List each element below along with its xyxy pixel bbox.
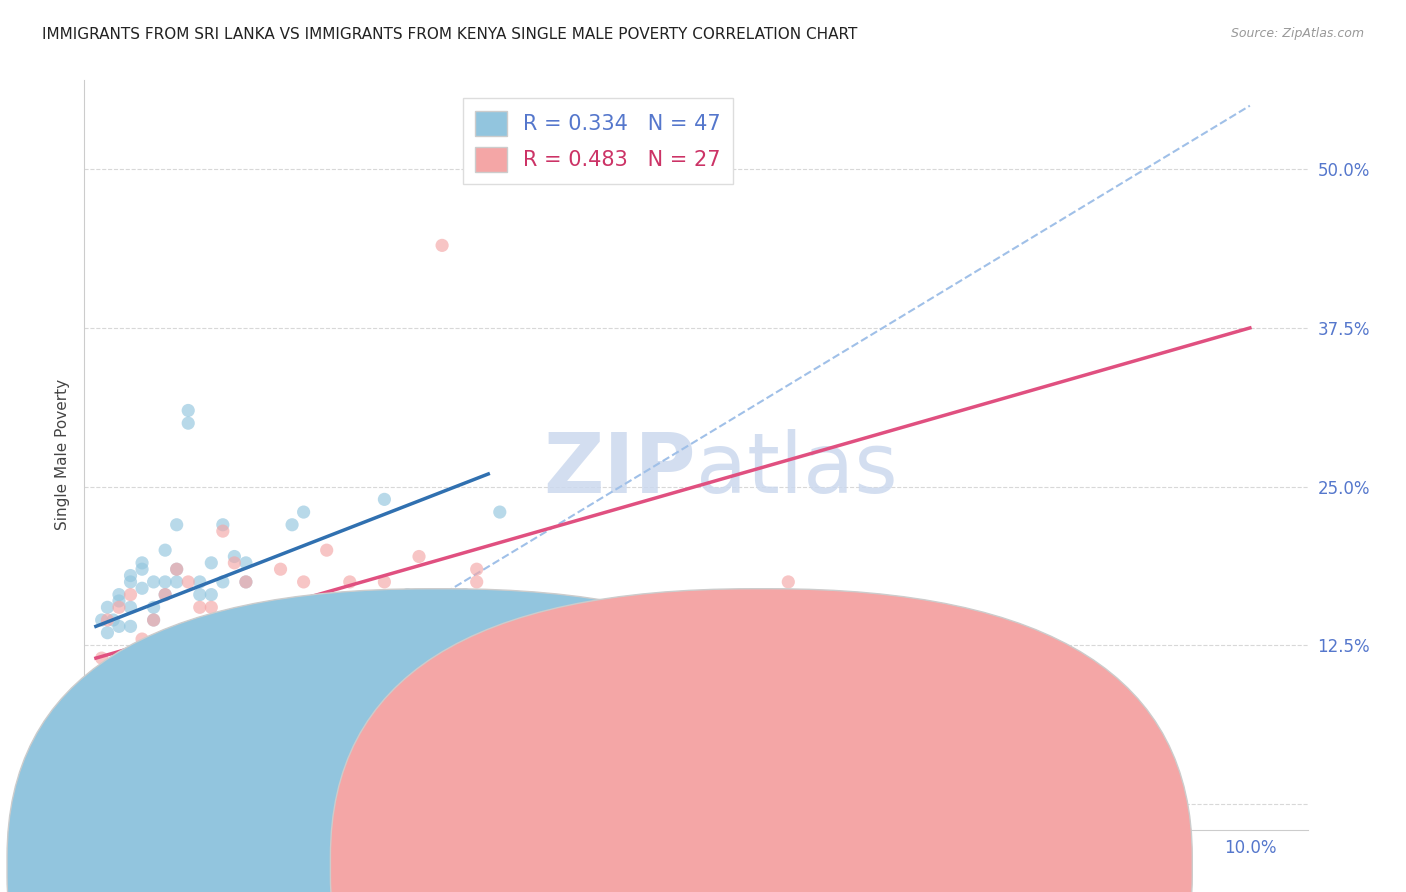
- Point: [465, 574, 488, 589]
- Text: IMMIGRANTS FROM SRI LANKA VS IMMIGRANTS FROM KENYA SINGLE MALE POVERTY CORRELATI: IMMIGRANTS FROM SRI LANKA VS IMMIGRANTS …: [42, 27, 858, 42]
- Point: [96, 600, 118, 615]
- Point: [108, 594, 131, 608]
- Point: [396, 588, 419, 602]
- Text: Source: ZipAtlas.com: Source: ZipAtlas.com: [1230, 27, 1364, 40]
- Point: [120, 568, 142, 582]
- Point: [96, 613, 118, 627]
- Point: [142, 613, 165, 627]
- Point: [177, 403, 200, 417]
- Point: [153, 588, 176, 602]
- Point: [257, 632, 280, 646]
- Point: [188, 588, 211, 602]
- Point: [188, 600, 211, 615]
- Point: [373, 574, 395, 589]
- Point: [96, 625, 118, 640]
- Point: [142, 613, 165, 627]
- Point: [235, 574, 257, 589]
- Point: [131, 581, 153, 595]
- Point: [211, 574, 233, 589]
- Point: [90, 613, 112, 627]
- Point: [120, 600, 142, 615]
- Point: [142, 574, 165, 589]
- Point: [166, 517, 188, 532]
- Point: [131, 556, 153, 570]
- Point: [120, 588, 142, 602]
- Point: [235, 556, 257, 570]
- Point: [246, 682, 269, 697]
- Point: [270, 657, 292, 672]
- Legend: R = 0.334   N = 47, R = 0.483   N = 27: R = 0.334 N = 47, R = 0.483 N = 27: [463, 98, 734, 185]
- Point: [211, 517, 233, 532]
- Point: [177, 416, 200, 430]
- Text: ZIP: ZIP: [544, 429, 696, 510]
- Point: [454, 588, 477, 602]
- Point: [488, 505, 510, 519]
- Point: [108, 619, 131, 633]
- Point: [153, 574, 176, 589]
- Point: [108, 600, 131, 615]
- Point: [270, 562, 292, 576]
- Point: [103, 613, 125, 627]
- Point: [224, 549, 246, 564]
- Point: [373, 492, 395, 507]
- Point: [1066, 708, 1088, 723]
- Point: [142, 600, 165, 615]
- Point: [778, 574, 800, 589]
- Point: [153, 588, 176, 602]
- Point: [131, 632, 153, 646]
- Point: [465, 562, 488, 576]
- Point: [211, 524, 233, 538]
- Point: [200, 556, 222, 570]
- Point: [131, 562, 153, 576]
- Point: [120, 619, 142, 633]
- Point: [408, 549, 430, 564]
- Point: [177, 574, 200, 589]
- Point: [430, 664, 453, 678]
- Point: [339, 574, 361, 589]
- Point: [90, 651, 112, 665]
- Point: [188, 574, 211, 589]
- Text: Immigrants from Sri Lanka: Immigrants from Sri Lanka: [433, 855, 636, 870]
- Point: [430, 238, 453, 252]
- Point: [339, 682, 361, 697]
- Point: [153, 543, 176, 558]
- Point: [166, 562, 188, 576]
- Point: [523, 696, 546, 710]
- Point: [235, 574, 257, 589]
- Point: [108, 588, 131, 602]
- Point: [292, 505, 315, 519]
- Point: [224, 556, 246, 570]
- Point: [488, 613, 510, 627]
- Y-axis label: Single Male Poverty: Single Male Poverty: [55, 379, 70, 531]
- Point: [166, 562, 188, 576]
- Text: atlas: atlas: [696, 429, 897, 510]
- Point: [315, 543, 337, 558]
- Text: Immigrants from Kenya: Immigrants from Kenya: [754, 855, 934, 870]
- Point: [246, 613, 269, 627]
- Point: [292, 574, 315, 589]
- Point: [120, 574, 142, 589]
- Point: [166, 574, 188, 589]
- Point: [200, 588, 222, 602]
- Point: [315, 676, 337, 690]
- Point: [281, 517, 304, 532]
- Point: [200, 600, 222, 615]
